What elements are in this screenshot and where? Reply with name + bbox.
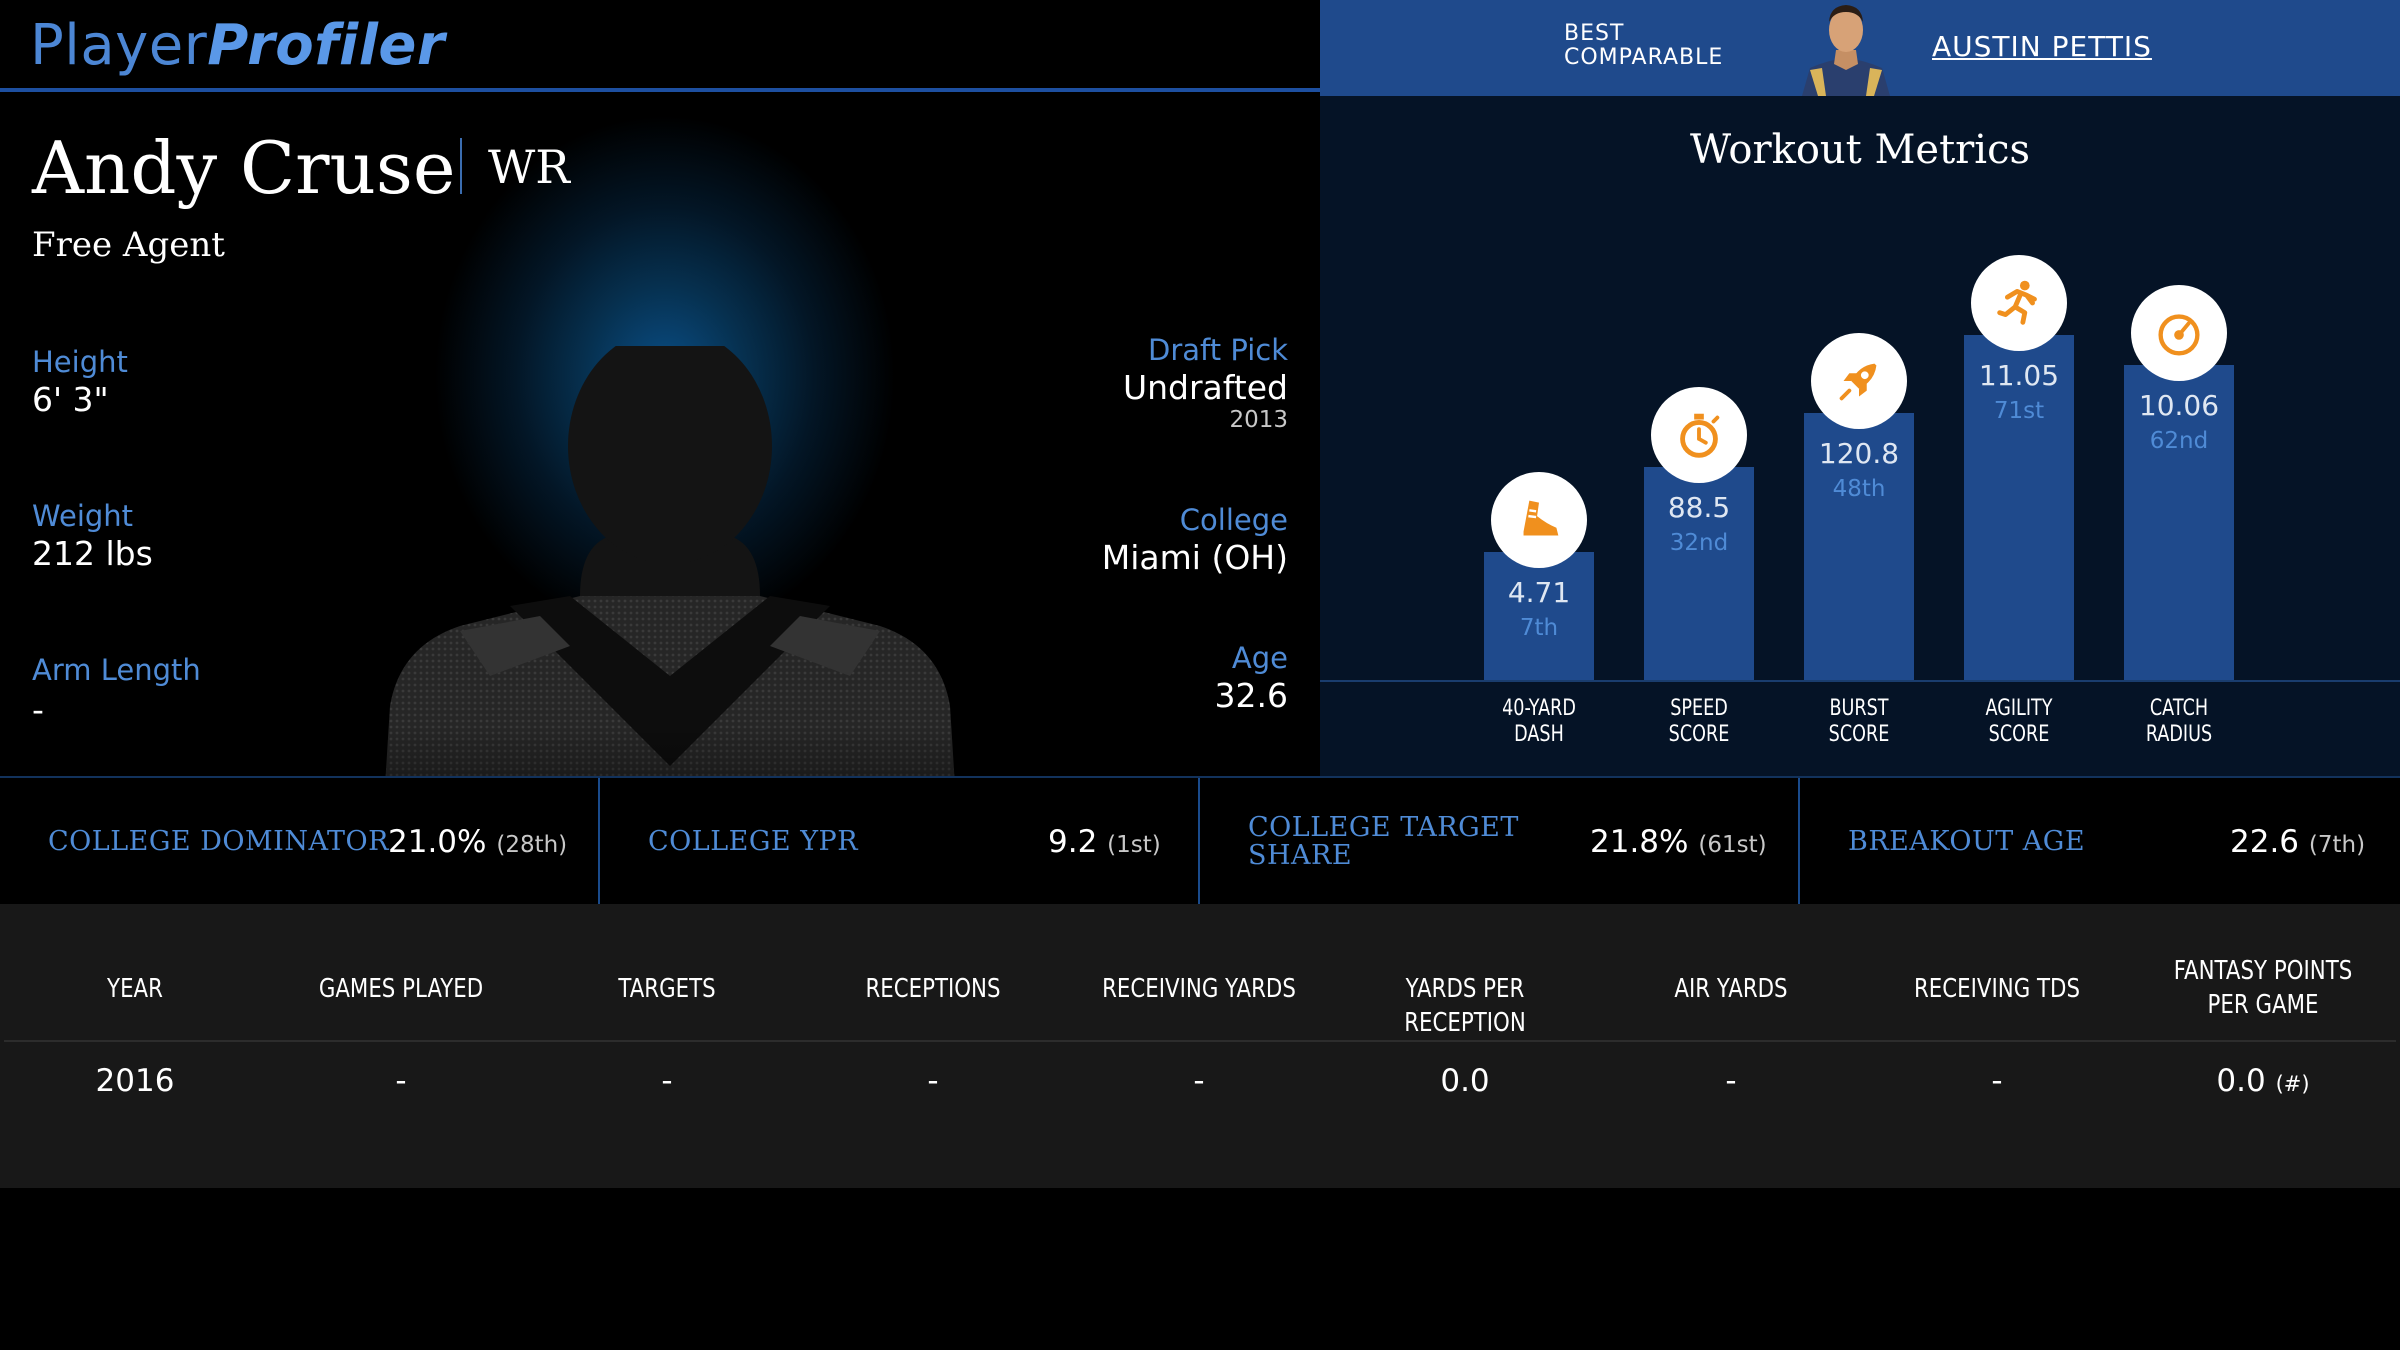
best-comparable-label: BEST COMPARABLE xyxy=(1564,21,1724,70)
college-target-share-label: COLLEGE TARGET SHARE xyxy=(1248,812,1519,871)
stat-separator xyxy=(598,778,600,904)
table-cell-year: 2016 xyxy=(95,1063,175,1099)
weight-label: Weight xyxy=(32,499,134,533)
stopwatch-icon xyxy=(1680,413,1720,458)
table-cell-targets: - xyxy=(661,1063,673,1099)
arm-length-label: Arm Length xyxy=(32,653,201,687)
chart-baseline xyxy=(1320,680,2400,682)
metric-label-speed-score: SPEED SCORE xyxy=(1668,696,1730,747)
metric-bar-agility-score xyxy=(1964,334,2074,680)
column-header-yards-per-reception[interactable]: YARDS PER RECEPTION xyxy=(1404,974,1526,1038)
logo-text-player: Player xyxy=(30,13,208,78)
metric-icon-circle-burst-score xyxy=(1811,332,1907,429)
shoe-icon xyxy=(1523,500,1559,536)
height-value: 6' 3" xyxy=(32,380,109,419)
table-cell-air-yards: - xyxy=(1725,1063,1737,1099)
metric-label-catch-radius: CATCH RADIUS xyxy=(2145,696,2213,747)
metric-icon-circle-speed-score xyxy=(1651,387,1747,484)
table-cell-receiving-tds: - xyxy=(1991,1063,2003,1099)
breakout-age-label: BREAKOUT AGE xyxy=(1848,826,2086,857)
site-logo[interactable]: PlayerProfiler xyxy=(30,12,445,80)
age-label: Age xyxy=(1231,641,1288,675)
height-label: Height xyxy=(32,345,128,379)
draft-pick-label: Draft Pick xyxy=(1148,333,1288,367)
column-header-games-played[interactable]: GAMES PLAYED xyxy=(318,974,484,1004)
runner-icon xyxy=(1997,280,2037,325)
table-cell-receiving-yards: - xyxy=(1193,1063,1205,1099)
best-comparable-link[interactable]: AUSTIN PETTIS xyxy=(1932,30,2152,63)
metric-label-burst-score: BURST SCORE xyxy=(1828,696,1890,747)
rocket-icon xyxy=(1839,363,1877,401)
metric-icon-circle-agility-score xyxy=(1971,254,2067,351)
column-header-receptions[interactable]: RECEPTIONS xyxy=(865,974,1001,1004)
column-header-year[interactable]: YEAR xyxy=(107,974,163,1004)
metric-value-40-yard-dash: 4.71 xyxy=(1507,576,1571,610)
metric-icon-circle-40-yard-dash xyxy=(1491,472,1587,569)
metric-rank-agility-score: 71st xyxy=(1993,397,2045,424)
player-position: WR xyxy=(488,140,570,194)
college-label: College xyxy=(1179,503,1288,537)
column-header-fantasy-points-per-game[interactable]: FANTASY POINTS PER GAME xyxy=(2173,956,2353,1020)
player-silhouette-image xyxy=(370,346,970,776)
player-name: Andy Cruse xyxy=(32,126,456,210)
logo-text-profiler: Profiler xyxy=(207,13,446,78)
table-cell-yards-per-reception: 0.0 xyxy=(1440,1063,1490,1099)
table-cell-games-played: - xyxy=(395,1063,407,1099)
stat-separator xyxy=(1798,778,1800,904)
metric-bar-speed-score xyxy=(1644,467,1754,680)
metric-value-speed-score: 88.5 xyxy=(1667,491,1731,525)
metric-label-agility-score: AGILITY SCORE xyxy=(1985,696,2053,747)
draft-pick-value: Undrafted xyxy=(1122,368,1288,407)
arm-length-value: - xyxy=(32,690,44,729)
fantasy-rank-link[interactable]: (#) xyxy=(2275,1072,2310,1096)
college-stats-strip xyxy=(0,776,2400,904)
metric-rank-burst-score: 48th xyxy=(1832,475,1886,502)
gauge-icon xyxy=(2158,314,2200,356)
workout-metrics-title: Workout Metrics xyxy=(1689,127,2031,173)
metric-rank-40-yard-dash: 7th xyxy=(1519,615,1559,642)
column-header-air-yards[interactable]: AIR YARDS xyxy=(1674,974,1788,1004)
college-dominator-label: COLLEGE DOMINATOR xyxy=(48,826,389,857)
player-team: Free Agent xyxy=(32,225,225,265)
metric-rank-speed-score: 32nd xyxy=(1669,530,1729,557)
table-cell-fantasy-points-per-game: 0.0 (#) xyxy=(2216,1063,2310,1099)
column-header-targets[interactable]: TARGETS xyxy=(618,974,716,1004)
metric-rank-catch-radius: 62nd xyxy=(2149,428,2209,455)
name-divider xyxy=(460,138,462,194)
table-header-divider xyxy=(4,1040,2396,1042)
table-cell-receptions: - xyxy=(927,1063,939,1099)
metric-bar-catch-radius xyxy=(2124,365,2234,680)
college-target-share-value: 21.8% (61st) xyxy=(1590,824,1767,860)
college-ypr-label: COLLEGE YPR xyxy=(648,826,859,857)
metric-bar-burst-score xyxy=(1804,412,1914,680)
metric-label-40-yard-dash: 40-YARD DASH xyxy=(1502,696,1576,747)
metric-icon-circle-catch-radius xyxy=(2131,285,2227,382)
comparable-player-avatar xyxy=(1788,2,1904,96)
column-header-receiving-tds[interactable]: RECEIVING TDS xyxy=(1913,974,2081,1004)
weight-value: 212 lbs xyxy=(32,534,153,573)
season-stats-table xyxy=(0,904,2400,1188)
column-header-receiving-yards[interactable]: RECEIVING YARDS xyxy=(1102,974,1296,1004)
metric-value-burst-score: 120.8 xyxy=(1818,436,1900,470)
college-ypr-value: 9.2 (1st) xyxy=(1048,824,1161,860)
college-value: Miami (OH) xyxy=(1101,538,1288,577)
player-panel xyxy=(0,96,1320,776)
header-left xyxy=(0,0,1320,92)
breakout-age-value: 22.6 (7th) xyxy=(2230,824,2366,860)
stat-separator xyxy=(1198,778,1200,904)
draft-year: 2013 xyxy=(1229,407,1288,433)
age-value: 32.6 xyxy=(1214,676,1288,715)
college-dominator-value: 21.0% (28th) xyxy=(388,824,568,860)
metric-bar-40-yard-dash xyxy=(1484,552,1594,680)
metric-value-catch-radius: 10.06 xyxy=(2138,389,2220,423)
metric-value-agility-score: 11.05 xyxy=(1978,358,2060,392)
